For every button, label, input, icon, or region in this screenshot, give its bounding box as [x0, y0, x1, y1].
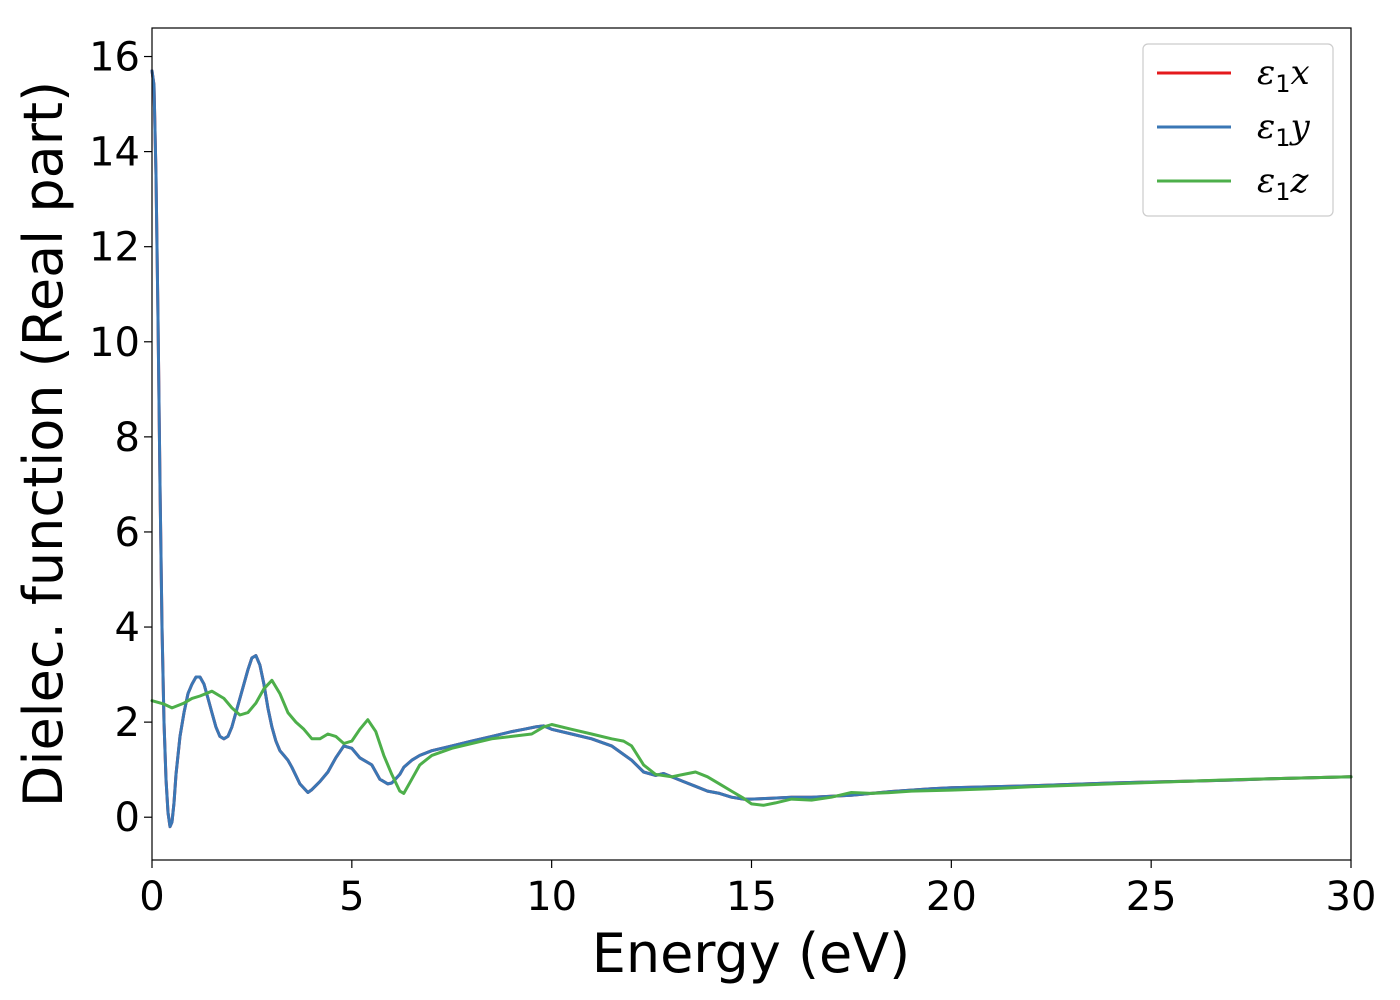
y-tick-label: 4 — [115, 605, 140, 651]
x-tick-label: 20 — [926, 874, 977, 920]
legend-label-z: ε1z — [1257, 161, 1310, 206]
y-axis-ticks: 0 2 4 6 8 10 12 14 16 — [89, 35, 152, 841]
series-line-y — [150, 69, 1353, 829]
x-axis-label: Energy (eV) — [592, 922, 911, 985]
y-tick-label: 12 — [89, 225, 140, 271]
x-tick-label: 30 — [1326, 874, 1377, 920]
x-tick-label: 25 — [1126, 874, 1177, 920]
legend: ε1x ε1y ε1z — [1142, 43, 1334, 217]
y-tick-label: 10 — [89, 320, 140, 366]
x-tick-label: 10 — [526, 874, 577, 920]
x-axis-ticks: 0 5 10 15 20 25 30 — [139, 860, 1376, 920]
series-lines — [150, 69, 1353, 829]
x-tick-label: 15 — [726, 874, 777, 920]
legend-box — [1142, 43, 1334, 217]
legend-label-x: ε1x — [1257, 53, 1310, 98]
y-tick-label: 2 — [115, 700, 140, 746]
y-axis-label: Dielec. function (Real part) — [12, 81, 75, 807]
x-tick-label: 5 — [339, 874, 364, 920]
legend-label-y: ε1y — [1257, 107, 1311, 152]
y-tick-label: 6 — [115, 510, 140, 556]
y-tick-label: 8 — [115, 415, 140, 461]
x-tick-label: 0 — [139, 874, 164, 920]
y-tick-label: 14 — [89, 130, 140, 176]
series-line-z — [150, 678, 1353, 807]
y-tick-label: 16 — [89, 35, 140, 81]
y-tick-label: 0 — [115, 795, 140, 841]
